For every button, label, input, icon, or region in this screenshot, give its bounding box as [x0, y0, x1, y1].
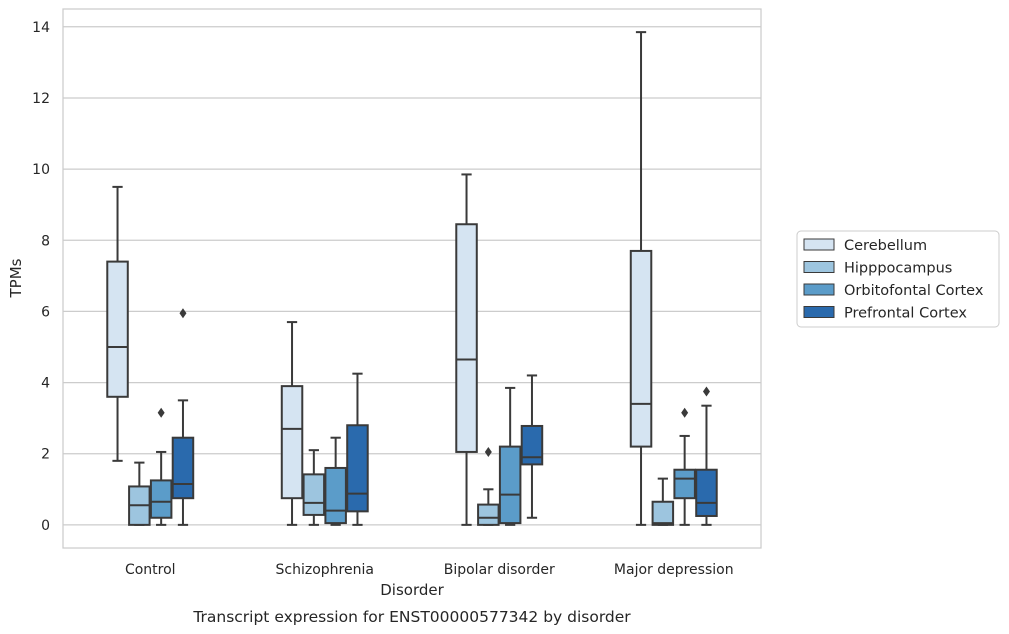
- legend-label: Orbitofontal Cortex: [844, 283, 984, 299]
- y-tick-label: 0: [41, 518, 50, 534]
- box-2-3: [520, 374, 544, 519]
- box-iqr: [149, 479, 173, 519]
- legend-swatch: [803, 238, 835, 251]
- box-iqr: [455, 223, 478, 453]
- box-2-0: [455, 173, 478, 526]
- plot-frame: [62, 8, 762, 549]
- box-plot-area: [106, 31, 718, 526]
- box-1-1: [302, 449, 326, 526]
- box-0-2: [149, 407, 173, 526]
- y-axis-label: TPMs: [7, 258, 25, 298]
- box-iqr: [498, 445, 522, 525]
- box-iqr: [695, 468, 718, 517]
- x-tick-label: Bipolar disorder: [444, 562, 555, 578]
- box-3-3: [695, 386, 718, 526]
- legend-label: Hipppocampus: [844, 261, 952, 277]
- outlier-point: [157, 407, 165, 418]
- box-iqr: [629, 249, 653, 448]
- legend-frame: [796, 230, 1000, 328]
- legend-label: Cerebellum: [844, 238, 927, 254]
- y-tick-label: 8: [41, 233, 50, 249]
- legend-swatch: [803, 306, 835, 318]
- legend-swatch: [803, 283, 835, 296]
- legend-swatch: [803, 261, 835, 273]
- box-iqr: [651, 500, 675, 526]
- box-2-2: [498, 386, 522, 526]
- box-3-1: [651, 477, 675, 526]
- box-1-0: [280, 321, 304, 526]
- x-tick-label: Schizophrenia: [276, 562, 374, 578]
- box-iqr: [324, 466, 347, 525]
- box-iqr: [673, 468, 696, 500]
- box-iqr: [171, 436, 195, 500]
- box-iqr: [346, 424, 369, 513]
- y-tick-label: 10: [32, 162, 50, 178]
- chart-caption: Transcript expression for ENST0000057734…: [192, 608, 631, 626]
- x-axis-ticks: Control Schizophrenia Bipolar disorder Majo…: [125, 562, 734, 578]
- outlier-point: [179, 308, 187, 319]
- box-iqr: [477, 503, 500, 526]
- y-tick-label: 4: [41, 376, 50, 392]
- x-axis-label: Disorder: [380, 581, 444, 599]
- x-tick-label: Major depression: [614, 562, 734, 578]
- x-tick-label: Control: [125, 562, 176, 578]
- legend-label: Prefrontal Cortex: [844, 306, 967, 322]
- box-iqr: [520, 424, 544, 466]
- outlier-point: [484, 446, 492, 457]
- legend: Cerebellum Hipppocampus Orbitofontal Corte…: [796, 230, 1000, 328]
- y-tick-label: 2: [41, 447, 50, 463]
- outlier-point: [681, 407, 689, 418]
- box-1-3: [346, 372, 369, 526]
- box-iqr: [302, 473, 326, 516]
- box-0-0: [106, 185, 129, 462]
- box-3-0: [629, 31, 653, 526]
- outlier-point: [702, 386, 710, 397]
- y-tick-label: 12: [32, 91, 50, 107]
- y-tick-label: 6: [41, 304, 50, 320]
- box-iqr: [280, 385, 304, 500]
- box-0-3: [171, 308, 195, 526]
- box-3-2: [673, 407, 696, 526]
- grid-lines: [63, 26, 761, 526]
- box-iqr: [106, 260, 129, 398]
- box-1-2: [324, 436, 347, 526]
- box-0-1: [128, 461, 151, 526]
- box-2-1: [477, 446, 500, 526]
- y-axis-ticks: 0 2 4 6 8 10 12 14: [32, 20, 50, 534]
- y-tick-label: 14: [32, 20, 50, 36]
